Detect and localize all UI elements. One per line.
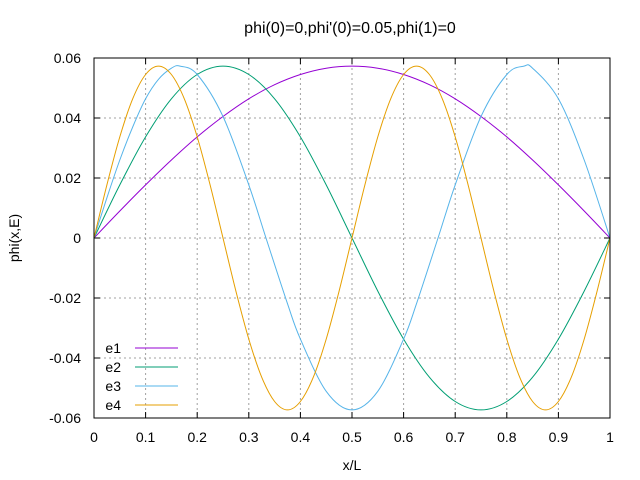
x-tick-label: 0 [90, 429, 98, 445]
legend: e1 e2 e3 e4 [105, 340, 178, 413]
series-line-e4 [93, 65, 611, 411]
x-tick-label: 0.7 [445, 429, 465, 445]
legend-label-e3: e3 [105, 378, 121, 394]
x-tick-label: 0.4 [291, 429, 311, 445]
x-tick-label: 0.2 [187, 429, 207, 445]
x-tick-label: 1 [606, 429, 614, 445]
x-tick-label: 0.9 [549, 429, 569, 445]
y-tick-label: -0.02 [49, 290, 81, 306]
x-tick-label: 0.3 [239, 429, 259, 445]
x-tick-label: 0.8 [497, 429, 517, 445]
series-line-e3 [93, 64, 611, 411]
series-lines [93, 64, 611, 411]
legend-label-e1: e1 [105, 340, 121, 356]
x-tick-label: 0.5 [342, 429, 362, 445]
y-tick-label: 0.02 [54, 170, 81, 186]
legend-label-e4: e4 [105, 397, 121, 413]
x-tick-label: 0.6 [394, 429, 414, 445]
series-line-e1 [93, 65, 611, 239]
x-tick-label: 0.1 [136, 429, 156, 445]
y-tick-label: -0.04 [49, 350, 81, 366]
x-axis-label: x/L [343, 457, 362, 473]
y-tick-label: 0.06 [54, 50, 81, 66]
chart-title: phi(0)=0,phi'(0)=0.05,phi(1)=0 [244, 20, 456, 37]
axis-ticks: 0 0.1 0.2 0.3 0.4 0.5 0.6 0.7 0.8 0.9 1 -0.06 -0.04 -… [49, 50, 614, 445]
y-tick-label: 0.04 [54, 110, 81, 126]
legend-label-e2: e2 [105, 359, 121, 375]
y-axis-label: phi(x,E) [6, 214, 22, 262]
y-tick-label: 0 [73, 230, 81, 246]
y-tick-label: -0.06 [49, 410, 81, 426]
